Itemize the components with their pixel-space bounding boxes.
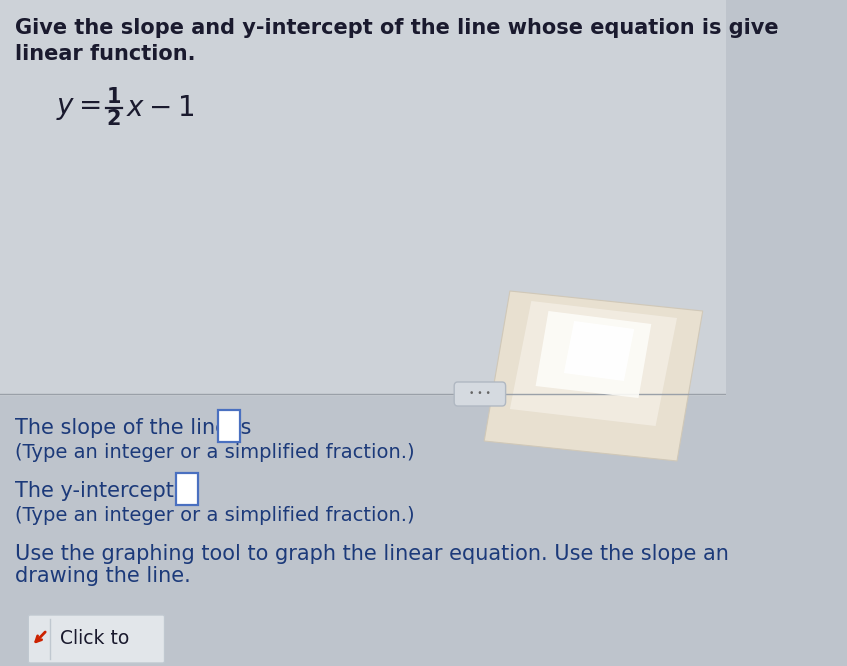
FancyBboxPatch shape xyxy=(175,473,198,505)
Text: Click to: Click to xyxy=(59,629,129,649)
Text: Give the slope and y-intercept of the line whose equation is give: Give the slope and y-intercept of the li… xyxy=(15,18,779,38)
Text: (Type an integer or a simplified fraction.): (Type an integer or a simplified fractio… xyxy=(15,506,415,525)
Text: The slope of the line is: The slope of the line is xyxy=(15,418,252,438)
Polygon shape xyxy=(535,311,651,398)
Polygon shape xyxy=(484,291,703,461)
Text: $x-1$: $x-1$ xyxy=(126,94,194,122)
FancyBboxPatch shape xyxy=(28,615,164,663)
Text: drawing the line.: drawing the line. xyxy=(15,566,191,586)
Polygon shape xyxy=(510,301,677,426)
Bar xyxy=(0,0,726,396)
Text: The y-intercept is: The y-intercept is xyxy=(15,481,197,501)
Text: • • •: • • • xyxy=(469,390,491,398)
Text: 2: 2 xyxy=(107,109,121,129)
Text: linear function.: linear function. xyxy=(15,44,196,64)
Polygon shape xyxy=(564,321,634,381)
FancyBboxPatch shape xyxy=(218,410,240,442)
Text: (Type an integer or a simplified fraction.): (Type an integer or a simplified fractio… xyxy=(15,443,415,462)
FancyBboxPatch shape xyxy=(454,382,506,406)
Text: Use the graphing tool to graph the linear equation. Use the slope an: Use the graphing tool to graph the linea… xyxy=(15,544,729,564)
Text: 1: 1 xyxy=(107,87,121,107)
Text: $y=$: $y=$ xyxy=(56,94,101,122)
